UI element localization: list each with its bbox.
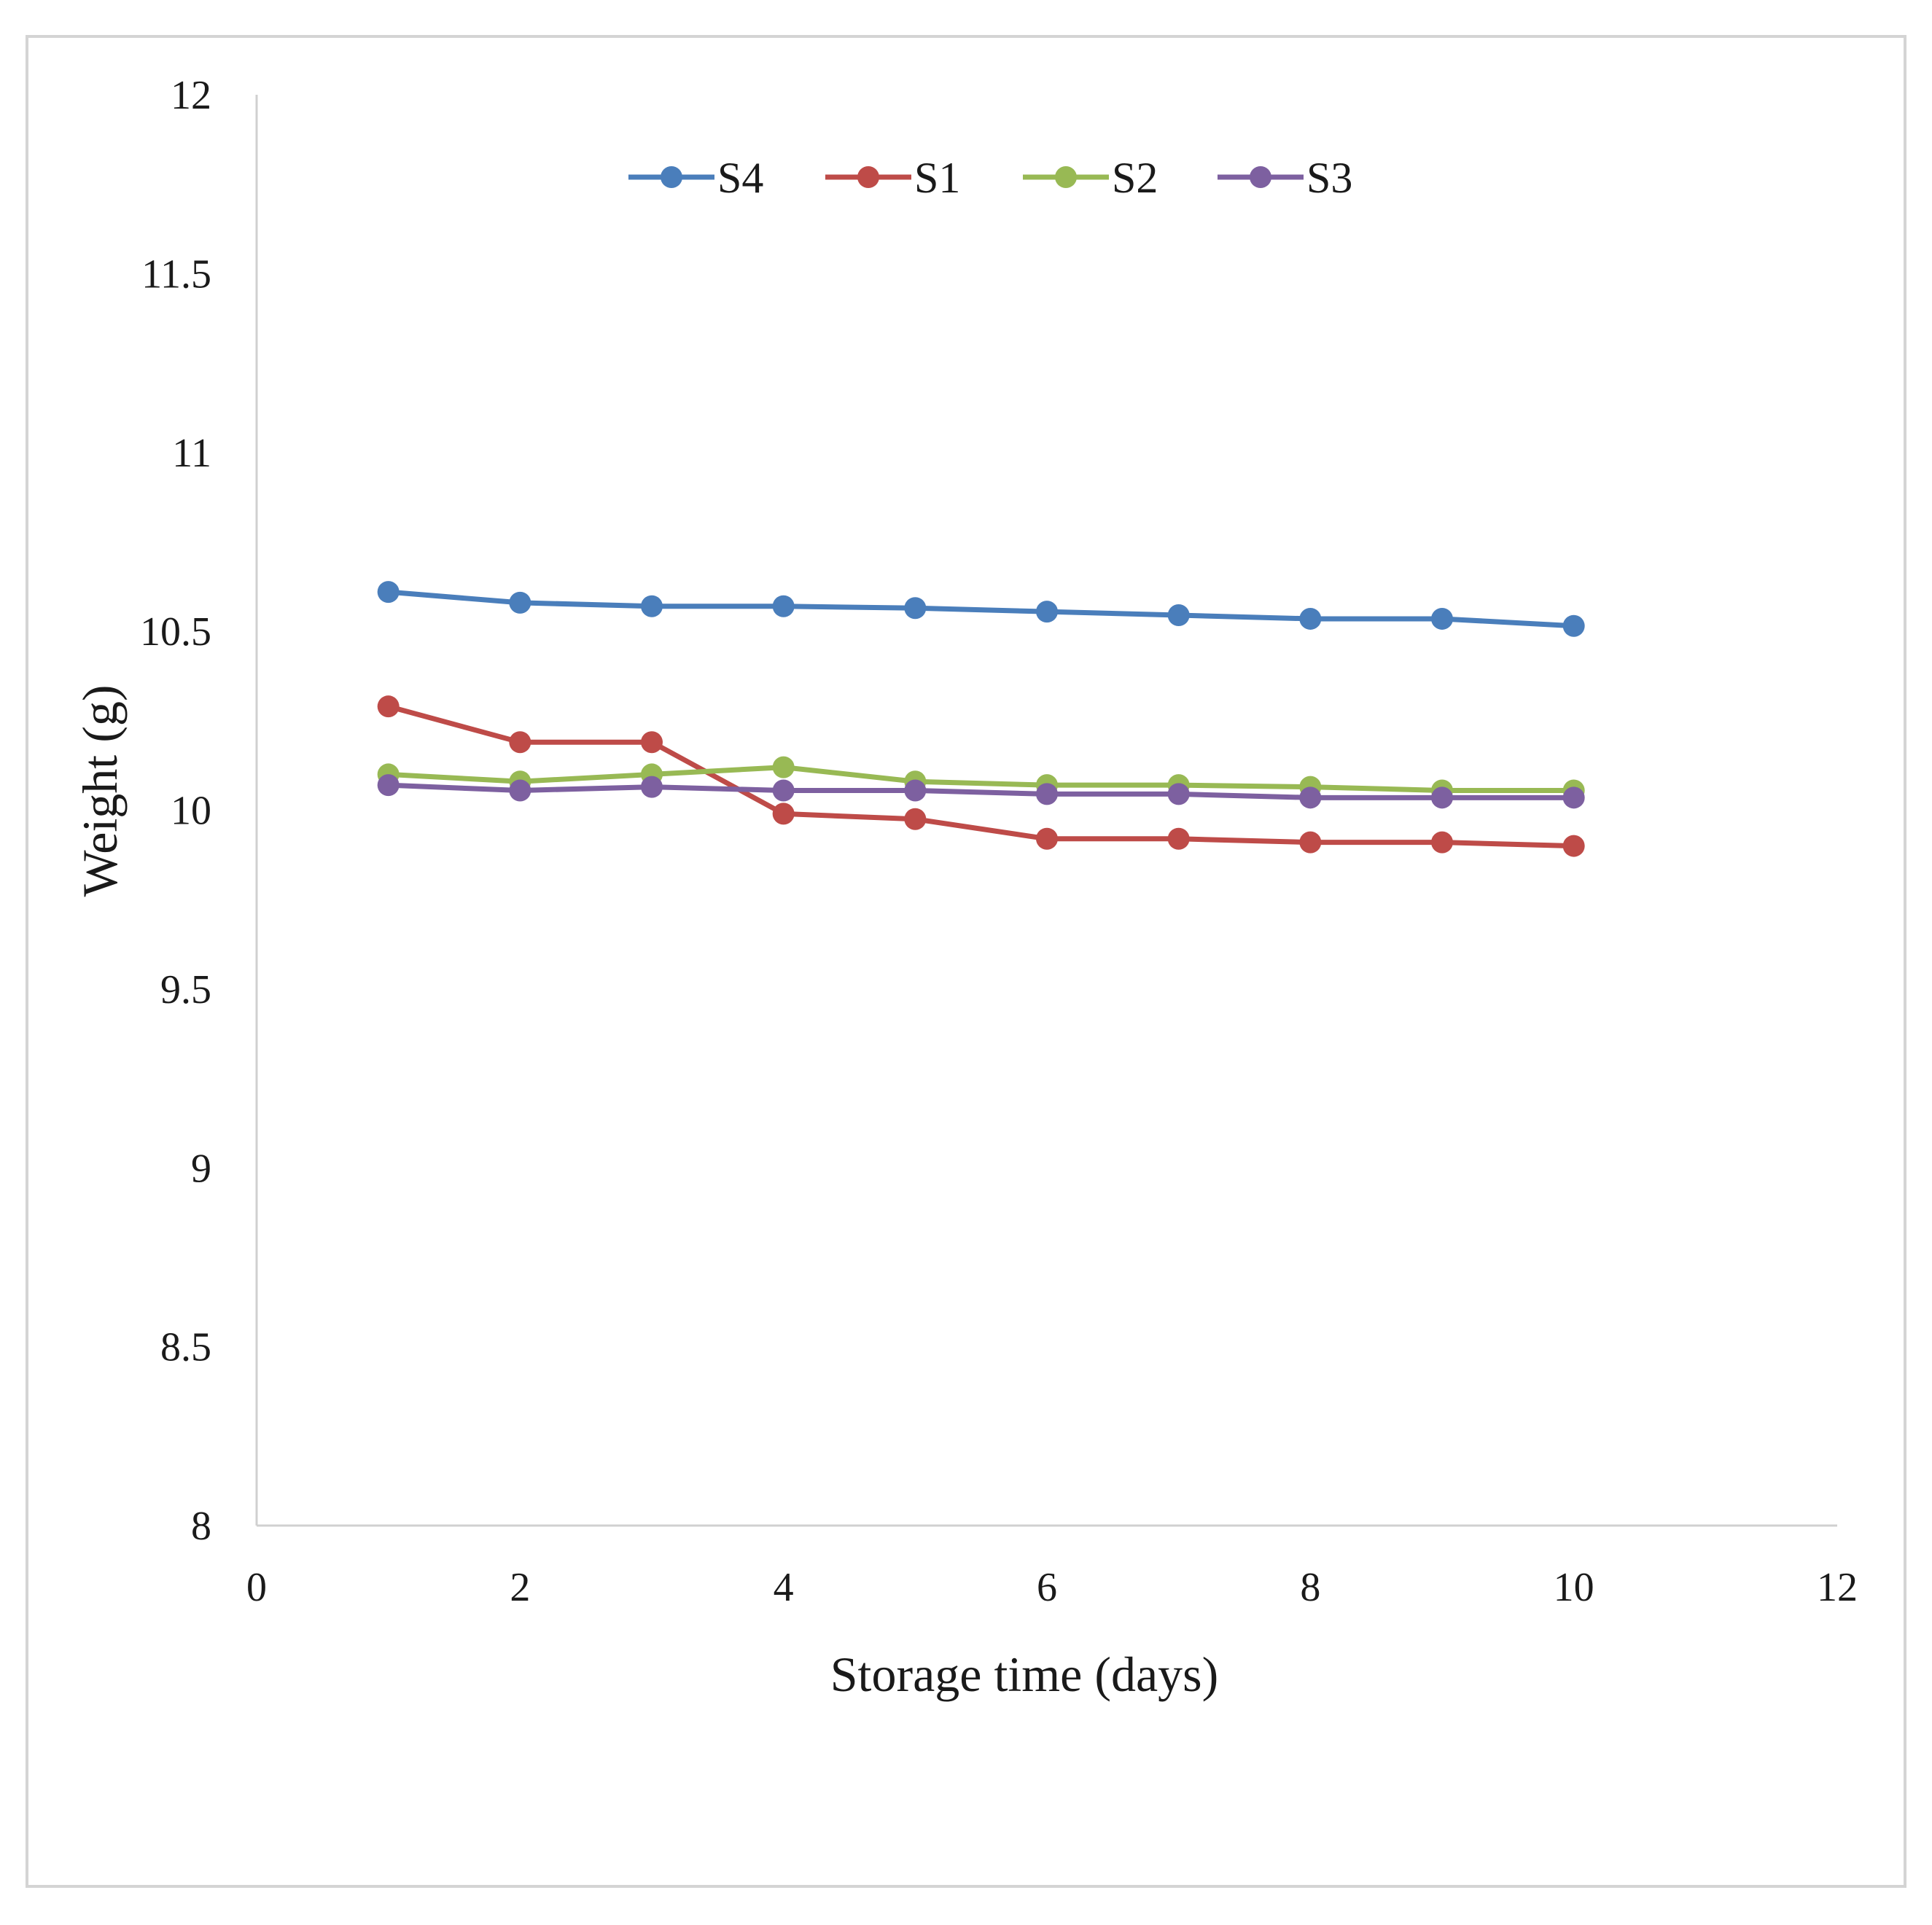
legend-item-s2: S2 <box>1023 154 1158 202</box>
legend-item-s3: S3 <box>1218 154 1352 202</box>
data-point-s3 <box>772 779 795 802</box>
data-point-s1 <box>377 695 400 718</box>
data-point-s4 <box>1562 614 1585 637</box>
series-s1 <box>377 695 1585 857</box>
data-point-s1 <box>904 808 927 830</box>
data-point-s4 <box>377 581 400 604</box>
legend-item-s1: S1 <box>825 154 960 202</box>
y-tick-label: 10.5 <box>140 609 211 655</box>
chart-frame <box>26 35 1906 1888</box>
legend-swatch-marker <box>857 166 879 188</box>
x-axis-title: Storage time (days) <box>830 1647 1219 1702</box>
y-tick-label: 8 <box>191 1504 211 1549</box>
series-group <box>377 581 1585 857</box>
x-tick-label: 2 <box>510 1565 530 1610</box>
data-point-s3 <box>1431 786 1453 809</box>
data-point-s1 <box>1167 827 1190 850</box>
y-tick-label: 11 <box>172 431 211 476</box>
data-point-s4 <box>904 597 927 620</box>
x-tick-label: 0 <box>246 1565 267 1610</box>
data-point-s4 <box>1299 607 1322 630</box>
x-tick-label: 10 <box>1554 1565 1594 1610</box>
data-point-s3 <box>1036 783 1058 805</box>
series-s4 <box>377 581 1585 637</box>
series-line-s4 <box>386 589 1577 629</box>
y-tick-label: 9.5 <box>160 967 211 1012</box>
y-tick-label: 12 <box>171 73 211 118</box>
x-tick-label: 8 <box>1300 1565 1320 1610</box>
y-axis-title: Weight (g) <box>72 685 128 897</box>
axes: 8 8.5 9 9.5 10 10.5 11 11.5 12 0 2 4 6 8 10 12 <box>140 73 1858 1610</box>
legend-label: S1 <box>914 154 960 202</box>
x-tick-label: 6 <box>1037 1565 1057 1610</box>
data-point-s4 <box>1167 604 1190 627</box>
data-point-s1 <box>772 803 795 825</box>
legend: S4 S1 S2 S3 <box>628 154 1352 202</box>
legend-swatch-marker <box>1055 166 1077 188</box>
data-point-s1 <box>1431 831 1453 854</box>
legend-swatch-marker <box>1250 166 1271 188</box>
data-point-s1 <box>641 731 663 754</box>
data-point-s1 <box>1036 827 1058 850</box>
y-tick-label: 9 <box>191 1146 211 1191</box>
legend-item-s4: S4 <box>628 154 763 202</box>
series-line-s1 <box>386 703 1577 849</box>
y-tick-label: 8.5 <box>160 1325 211 1370</box>
legend-label: S4 <box>717 154 763 202</box>
series-line-s2 <box>386 765 1577 794</box>
data-point-s3 <box>1299 786 1322 809</box>
data-point-s1 <box>1299 831 1322 854</box>
data-point-s3 <box>904 779 927 802</box>
x-tick-label: 12 <box>1817 1565 1858 1610</box>
x-tick-label: 4 <box>774 1565 794 1610</box>
data-point-s3 <box>641 776 663 798</box>
legend-label: S3 <box>1306 154 1352 202</box>
data-point-s1 <box>509 731 531 754</box>
data-point-s4 <box>509 591 531 614</box>
data-point-s3 <box>377 774 400 797</box>
y-tick-label: 10 <box>171 789 211 834</box>
data-point-s4 <box>641 595 663 617</box>
data-point-s1 <box>1562 835 1585 857</box>
data-point-s3 <box>1167 783 1190 805</box>
data-point-s4 <box>772 595 795 617</box>
data-point-s3 <box>1562 786 1585 809</box>
data-point-s4 <box>1036 601 1058 623</box>
series-s3 <box>377 774 1585 809</box>
data-point-s2 <box>772 756 795 778</box>
y-tick-label: 11.5 <box>141 251 211 297</box>
legend-label: S2 <box>1112 154 1158 202</box>
data-point-s3 <box>509 779 531 802</box>
series-line-s3 <box>386 782 1577 800</box>
legend-swatch-marker <box>661 166 682 188</box>
data-point-s4 <box>1431 607 1453 630</box>
